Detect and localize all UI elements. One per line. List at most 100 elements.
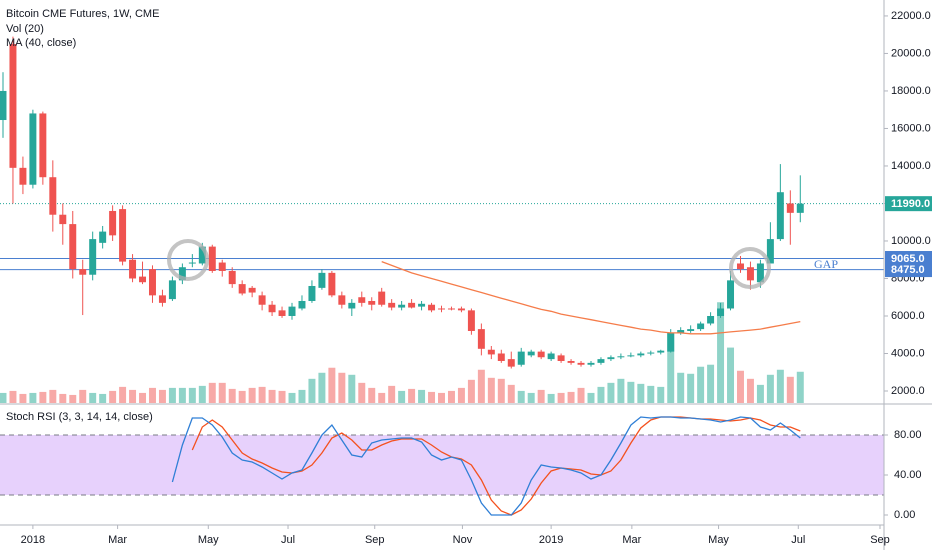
volume-bar bbox=[398, 390, 406, 403]
volume-bar bbox=[228, 388, 236, 403]
volume-bar bbox=[418, 389, 426, 403]
volume-bar bbox=[338, 372, 346, 403]
candle-body bbox=[727, 280, 735, 309]
candle-body bbox=[517, 351, 525, 365]
candle-body bbox=[467, 310, 475, 331]
candle-body bbox=[358, 297, 366, 303]
candle-body bbox=[707, 315, 715, 324]
candle-body bbox=[368, 300, 376, 305]
candle-body bbox=[438, 308, 445, 310]
candle-body bbox=[238, 284, 246, 294]
price-level-label: 11990.0 bbox=[891, 198, 930, 210]
volume-bar bbox=[577, 387, 585, 403]
volume-bar bbox=[109, 390, 117, 403]
volume-bar bbox=[677, 372, 685, 403]
candle-body bbox=[547, 353, 555, 360]
volume-bar bbox=[766, 374, 774, 403]
volume-bar bbox=[717, 302, 725, 403]
volume-bar bbox=[318, 372, 326, 403]
candle-body bbox=[99, 231, 107, 243]
volume-bar bbox=[278, 390, 286, 403]
candle-body bbox=[129, 259, 137, 279]
volume-bar bbox=[667, 332, 675, 403]
volume-bar bbox=[657, 386, 665, 403]
candle-body bbox=[338, 295, 346, 305]
stoch-y-tick-label: 40.00 bbox=[894, 469, 922, 481]
candle-body bbox=[89, 239, 97, 275]
candle-body bbox=[178, 267, 186, 281]
volume-bar bbox=[148, 387, 156, 403]
volume-bar bbox=[198, 385, 206, 403]
candle-body bbox=[428, 304, 436, 311]
volume-bar bbox=[557, 392, 565, 403]
price-level-label: 9065.0 bbox=[891, 253, 925, 265]
candle-body bbox=[258, 295, 266, 305]
volume-bar bbox=[139, 392, 147, 403]
volume-bar bbox=[59, 393, 67, 403]
candle-body bbox=[637, 353, 645, 356]
volume-bar bbox=[99, 393, 107, 403]
candle-body bbox=[557, 355, 565, 361]
candle-body bbox=[736, 263, 744, 270]
volume-bar bbox=[208, 382, 216, 403]
volume-bar bbox=[328, 367, 336, 403]
legend-stoch-rsi: Stoch RSI (3, 3, 14, 14, close) bbox=[6, 411, 153, 423]
volume-bar bbox=[168, 387, 176, 403]
candle-body bbox=[796, 203, 804, 213]
volume-bar bbox=[188, 387, 196, 403]
volume-bar bbox=[627, 381, 635, 403]
candle-body bbox=[109, 210, 117, 236]
candle-body bbox=[786, 203, 794, 213]
x-tick-label: Sep bbox=[365, 534, 385, 546]
volume-bar bbox=[29, 392, 37, 403]
highlight-circle bbox=[729, 247, 771, 289]
candle-body bbox=[537, 351, 545, 358]
x-tick-label: 2018 bbox=[21, 534, 45, 546]
volume-bar bbox=[537, 389, 545, 403]
candle-body bbox=[0, 90, 7, 121]
volume-bar bbox=[428, 391, 436, 403]
candle-body bbox=[278, 310, 286, 316]
candle-body bbox=[667, 332, 675, 352]
volume-bar bbox=[39, 391, 47, 403]
candle-body bbox=[617, 356, 625, 358]
volume-bar bbox=[238, 390, 246, 403]
candle-body bbox=[248, 287, 256, 293]
candle-body bbox=[756, 263, 764, 283]
y-tick-label: 10000.0 bbox=[891, 235, 931, 247]
volume-bar bbox=[368, 387, 376, 403]
stoch-band bbox=[0, 435, 884, 495]
price-level-label: 8475.0 bbox=[891, 264, 925, 276]
volume-bar bbox=[507, 384, 515, 403]
x-tick-label: May bbox=[708, 534, 729, 546]
volume-bar bbox=[477, 369, 485, 403]
candle-body bbox=[408, 302, 416, 308]
volume-bar bbox=[547, 393, 555, 403]
candle-body bbox=[577, 362, 585, 365]
candle-body bbox=[567, 360, 575, 363]
x-tick-label: Jul bbox=[281, 534, 295, 546]
candle-body bbox=[378, 291, 386, 305]
ma-line bbox=[381, 260, 801, 335]
volume-bar bbox=[796, 371, 804, 403]
volume-bar bbox=[776, 369, 784, 403]
candle-body bbox=[527, 351, 535, 356]
y-tick-label: 18000.0 bbox=[891, 85, 931, 97]
volume-bar bbox=[358, 382, 366, 403]
candle-body bbox=[687, 329, 695, 331]
candle-body bbox=[188, 262, 196, 264]
candle-body bbox=[308, 285, 316, 301]
volume-bar bbox=[637, 383, 645, 403]
candle-body bbox=[697, 323, 705, 330]
candle-body bbox=[388, 302, 396, 308]
volume-bar bbox=[9, 390, 17, 403]
candle-body bbox=[79, 269, 87, 275]
volume-bar bbox=[158, 389, 166, 403]
candle-body bbox=[218, 262, 226, 271]
volume-bar bbox=[268, 389, 276, 403]
volume-bar bbox=[527, 392, 535, 403]
candle-body bbox=[208, 246, 216, 271]
candle-body bbox=[148, 269, 156, 296]
volume-bar bbox=[786, 376, 794, 403]
